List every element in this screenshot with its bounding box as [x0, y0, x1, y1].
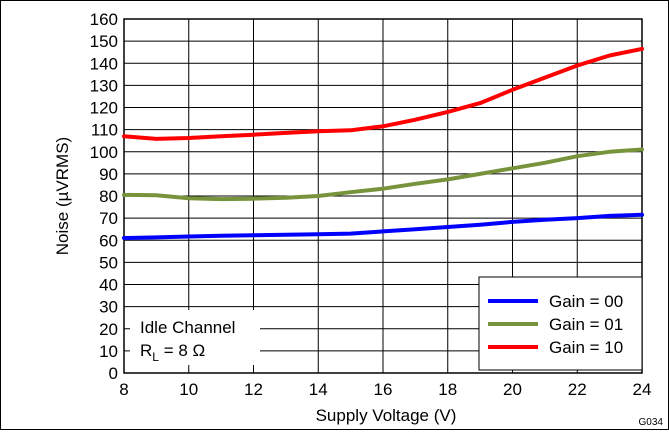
annotation-r-subscript: L — [152, 350, 159, 364]
y-tick-label: 20 — [99, 320, 118, 339]
annotation-background — [130, 310, 260, 365]
x-tick-label: 12 — [244, 380, 263, 399]
y-tick-label: 140 — [90, 54, 118, 73]
y-tick-label: 10 — [99, 342, 118, 361]
x-tick-label: 18 — [438, 380, 457, 399]
y-tick-label: 40 — [99, 276, 118, 295]
y-axis-label: Noise (µVRMS) — [53, 137, 72, 255]
series-line — [122, 147, 644, 202]
y-tick-label: 130 — [90, 76, 118, 95]
y-tick-label: 90 — [99, 165, 118, 184]
annotation: Idle Channel RL = 8 Ω — [130, 310, 260, 365]
annotation-r-symbol: R — [140, 341, 152, 360]
y-tick-label: 50 — [99, 253, 118, 272]
y-tick-label: 110 — [91, 121, 118, 140]
series-line — [122, 46, 644, 141]
legend-label: Gain = 10 — [549, 338, 623, 357]
series-line — [122, 212, 644, 240]
annotation-line2: RL = 8 Ω — [140, 341, 205, 364]
x-tick-label: 16 — [374, 380, 393, 399]
y-tick-label: 80 — [99, 187, 118, 206]
x-tick-label: 22 — [568, 380, 587, 399]
y-tick-label: 0 — [109, 364, 118, 383]
y-tick-label: 30 — [99, 298, 118, 317]
x-tick-label: 24 — [633, 380, 652, 399]
y-tick-label: 100 — [90, 143, 118, 162]
y-tick-label: 120 — [90, 99, 118, 118]
annotation-r-value: = 8 Ω — [159, 341, 205, 360]
x-tick-label: 8 — [119, 380, 128, 399]
legend-label: Gain = 01 — [549, 315, 623, 334]
tick-labels: 0 10 20 30 40 50 60 70 80 90 100 110 120 130 140 150 160… — [90, 10, 652, 399]
x-axis-label: Supply Voltage (V) — [316, 406, 457, 425]
x-tick-label: 14 — [309, 380, 328, 399]
legend-label: Gain = 00 — [549, 292, 623, 311]
legend: Gain = 00 Gain = 01 Gain = 10 — [478, 276, 643, 371]
y-tick-label: 70 — [99, 209, 118, 228]
x-tick-label: 10 — [179, 380, 198, 399]
figure-id: G034 — [639, 417, 664, 428]
x-tick-label: 20 — [503, 380, 522, 399]
y-tick-label: 60 — [99, 231, 118, 250]
y-tick-label: 150 — [90, 32, 118, 51]
series — [122, 46, 644, 240]
y-tick-label: 160 — [90, 10, 118, 29]
legend-items: Gain = 00 Gain = 01 Gain = 10 — [488, 292, 623, 357]
annotation-line1: Idle Channel — [140, 318, 235, 337]
